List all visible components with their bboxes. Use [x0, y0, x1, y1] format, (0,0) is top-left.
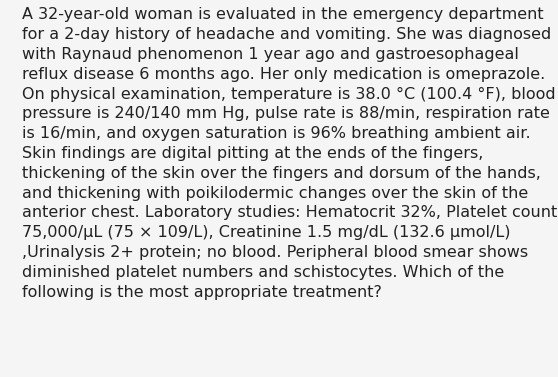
Text: A 32-year-old woman is evaluated in the emergency department for a 2-day history: A 32-year-old woman is evaluated in the … [22, 8, 557, 300]
